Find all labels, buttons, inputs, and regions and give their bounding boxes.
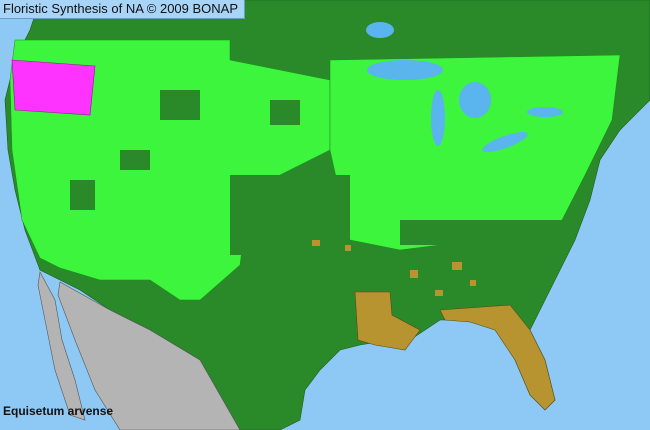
louisiana-region (354, 291, 421, 351)
great-lakes (366, 22, 563, 152)
rare-patches (312, 240, 476, 296)
oregon-region (11, 59, 96, 116)
map-title: Floristic Synthesis of NA © 2009 BONAP (0, 0, 246, 19)
mexico-region (37, 271, 241, 430)
florida-region (439, 304, 556, 411)
species-label: Equisetum arvense (3, 404, 114, 418)
absent-patches (70, 90, 560, 255)
